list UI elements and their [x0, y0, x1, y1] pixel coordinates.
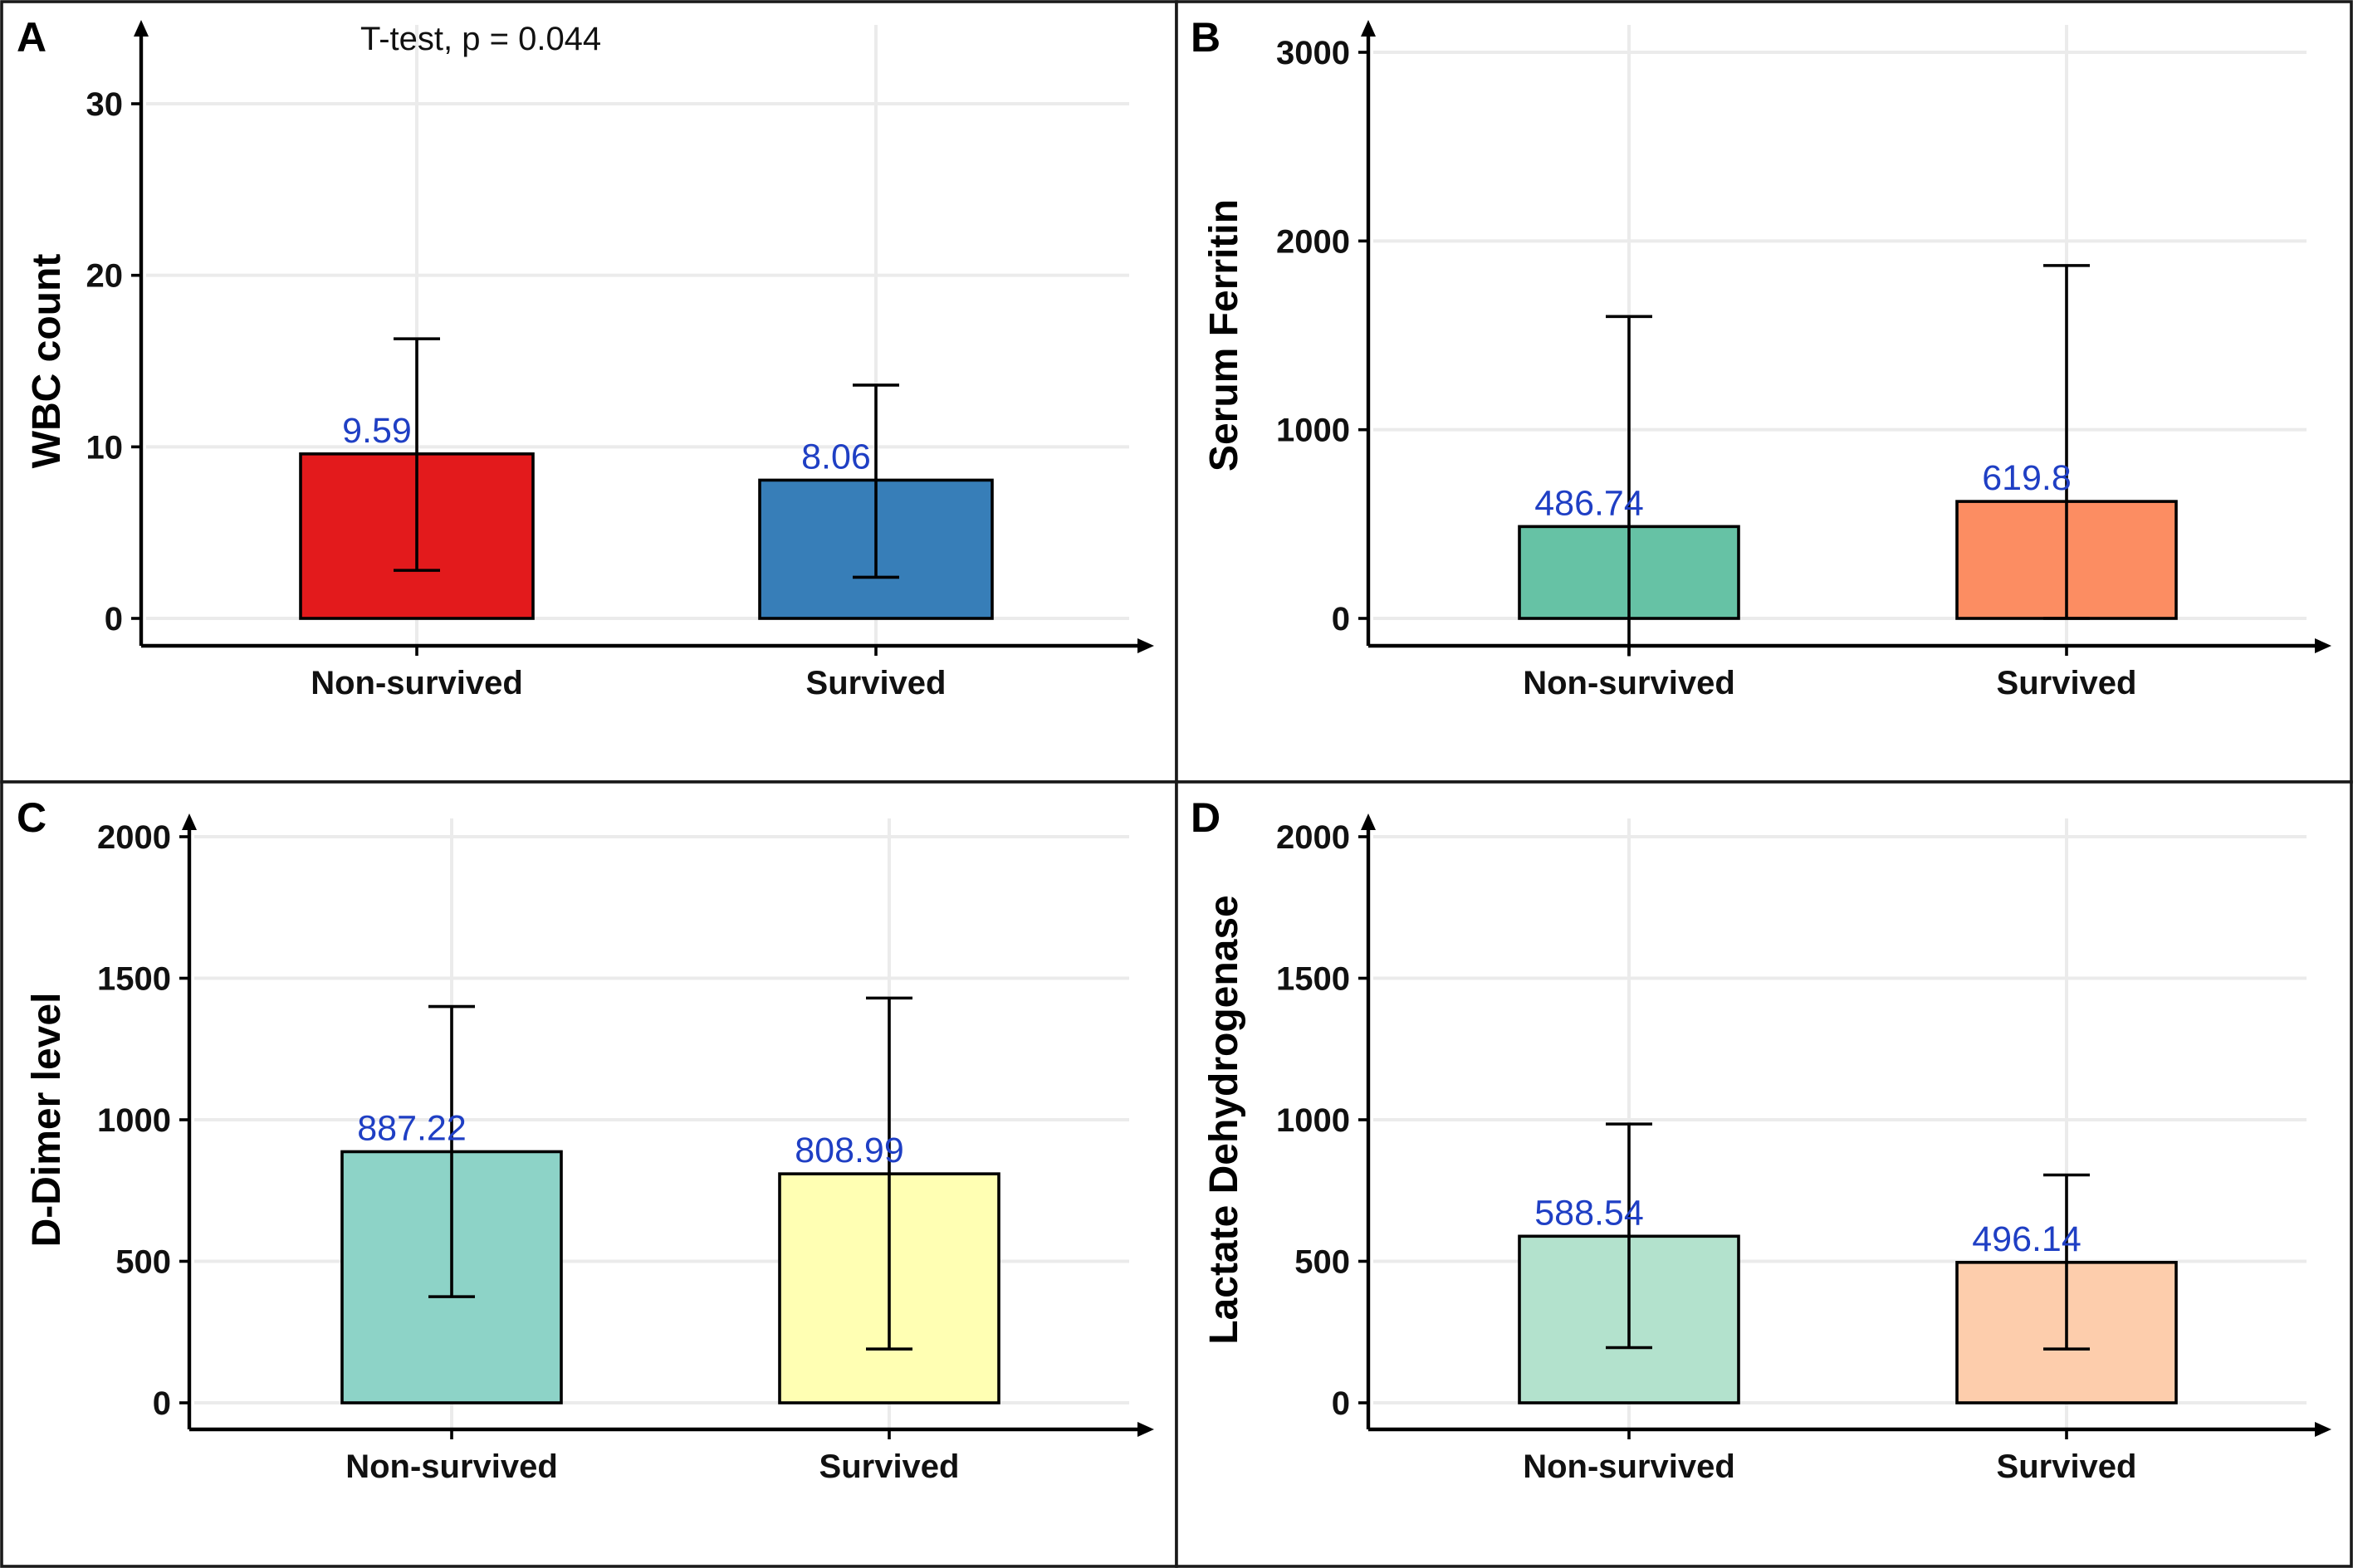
y-tick-label: 1000	[1276, 1102, 1350, 1139]
panel-frame	[0, 0, 1178, 784]
panel-letter: D	[1191, 794, 1221, 841]
y-tick-label: 1500	[1276, 961, 1350, 998]
y-tick-label: 2000	[1276, 223, 1350, 260]
y-tick-label: 0	[1332, 1385, 1350, 1422]
y-tick-label: 0	[153, 1385, 171, 1422]
panel-letter: C	[17, 794, 46, 841]
panel-frame	[1175, 0, 2353, 784]
y-tick-label: 3000	[1276, 35, 1350, 71]
chart-panel-d: 588.54 496.14 0 500 1000 1500 2000 Non-survived…	[1175, 780, 2353, 1568]
y-axis-title: Serum Ferritin	[1202, 199, 1246, 471]
y-tick-label: 0	[1332, 601, 1350, 637]
data-label: 588.54	[1534, 1193, 1644, 1233]
x-tick-label: Survived	[806, 665, 947, 701]
x-tick-label: Non-survived	[1523, 665, 1735, 701]
data-label: 9.59	[342, 411, 412, 451]
chart-panel-c: 887.22 808.99 0 500 1000 1500 2000 Non-survived…	[0, 780, 1178, 1568]
data-label: 619.8	[1982, 458, 2072, 498]
y-tick-label: 500	[115, 1244, 171, 1281]
stat-annotation: T-test, p = 0.044	[360, 21, 601, 57]
chart-panel-a: 9.59 8.06 0 10 20 30 Non-survived Survived WBC c…	[0, 0, 1178, 784]
data-label: 887.22	[357, 1108, 467, 1148]
data-label: 486.74	[1534, 483, 1644, 523]
data-label: 8.06	[801, 437, 871, 476]
y-axis-title: WBC count	[25, 254, 69, 469]
panel-frame	[1175, 780, 2353, 1568]
y-axis-arrow	[134, 20, 149, 37]
chart-panel-b: 486.74 619.8 0 1000 2000 3000 Non-survived Surv…	[1175, 0, 2353, 784]
y-tick-label: 30	[86, 86, 124, 123]
y-axis-title: D-Dimer level	[25, 993, 69, 1248]
y-axis-arrow	[182, 813, 197, 830]
x-tick-label: Non-survived	[311, 665, 523, 701]
x-axis-arrow	[2315, 1422, 2331, 1437]
x-axis-arrow	[1137, 638, 1154, 653]
y-tick-label: 20	[86, 258, 124, 295]
data-label: 496.14	[1972, 1219, 2082, 1259]
y-axis-arrow	[1361, 20, 1376, 37]
x-axis-arrow	[1137, 1422, 1154, 1437]
y-tick-label: 500	[1294, 1244, 1350, 1281]
x-tick-label: Non-survived	[345, 1448, 558, 1485]
y-tick-label: 0	[105, 601, 123, 637]
panel-letter: A	[17, 14, 46, 61]
y-tick-label: 2000	[1276, 819, 1350, 856]
y-tick-label: 1500	[97, 961, 171, 998]
y-axis-title: Lactate Dehydrogenase	[1202, 895, 1246, 1345]
x-tick-label: Survived	[1997, 1448, 2137, 1485]
data-label: 808.99	[795, 1131, 904, 1170]
panel-letter: B	[1191, 14, 1221, 61]
y-tick-label: 1000	[97, 1102, 171, 1139]
y-axis-arrow	[1361, 813, 1376, 830]
x-tick-label: Non-survived	[1523, 1448, 1735, 1485]
y-tick-label: 10	[86, 429, 124, 466]
x-tick-label: Survived	[1997, 665, 2137, 701]
x-axis-arrow	[2315, 638, 2331, 653]
y-tick-label: 2000	[97, 819, 171, 856]
x-tick-label: Survived	[819, 1448, 960, 1485]
y-tick-label: 1000	[1276, 413, 1350, 449]
